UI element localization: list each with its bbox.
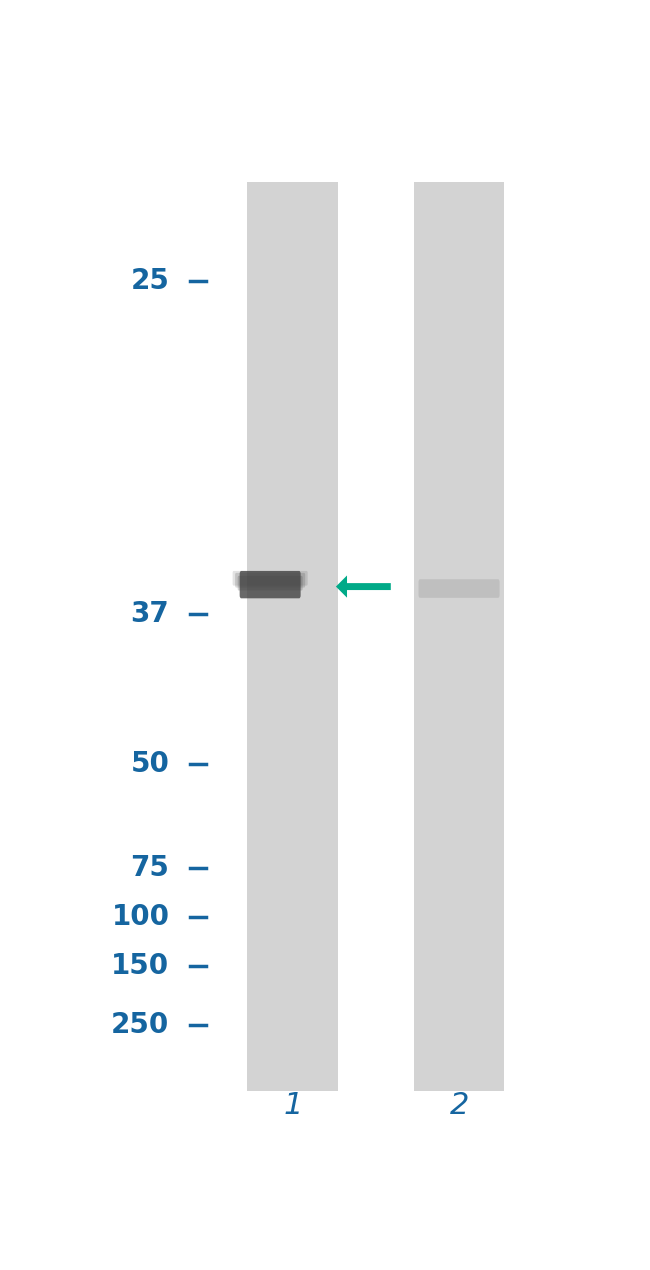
- Text: 50: 50: [131, 749, 170, 777]
- Text: 75: 75: [131, 855, 170, 883]
- Text: 250: 250: [111, 1011, 170, 1039]
- Text: 150: 150: [111, 952, 170, 980]
- FancyBboxPatch shape: [419, 579, 500, 598]
- Text: 2: 2: [449, 1091, 469, 1120]
- FancyBboxPatch shape: [233, 572, 307, 585]
- FancyBboxPatch shape: [240, 572, 301, 598]
- Bar: [248, 182, 338, 1091]
- Bar: [414, 182, 504, 1091]
- FancyBboxPatch shape: [238, 575, 303, 591]
- Text: 100: 100: [111, 903, 170, 931]
- Text: 25: 25: [131, 268, 170, 296]
- Text: 37: 37: [131, 599, 170, 627]
- Text: 1: 1: [283, 1091, 302, 1120]
- FancyBboxPatch shape: [235, 573, 305, 588]
